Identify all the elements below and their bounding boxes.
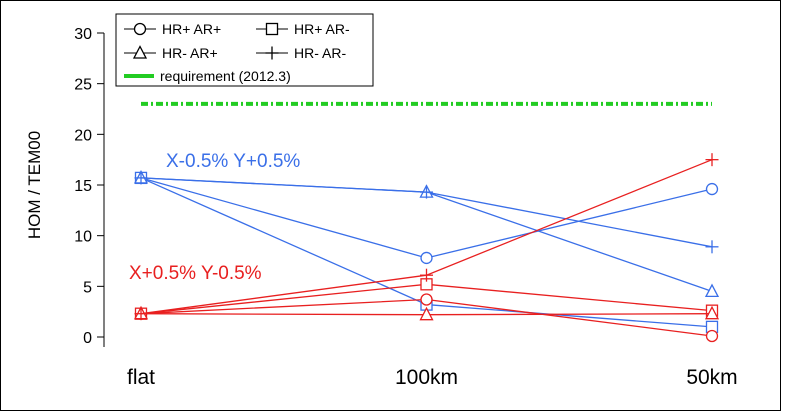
y-tick-label: 20 bbox=[74, 127, 92, 144]
data-point-g0-hr-ar-shape bbox=[421, 252, 432, 263]
data-point-g1-hr-ar bbox=[707, 330, 718, 341]
data-point-g1-hr-ar bbox=[421, 294, 432, 305]
group-annotation: X+0.5% Y-0.5% bbox=[129, 263, 262, 284]
legend-label: requirement (2012.3) bbox=[160, 68, 291, 84]
y-tick-label: 10 bbox=[74, 229, 92, 246]
legend-marker-shape bbox=[267, 24, 278, 35]
legend-label: HR- AR+ bbox=[162, 45, 218, 61]
legend-marker-shape bbox=[135, 24, 146, 35]
legend-marker bbox=[135, 24, 146, 35]
legend-label: HR+ AR+ bbox=[162, 21, 221, 37]
group-annotation: X-0.5% Y+0.5% bbox=[166, 151, 300, 172]
y-tick-label: 25 bbox=[74, 77, 92, 94]
data-point-g1-hr-ar-shape bbox=[421, 294, 432, 305]
y-tick-label: 15 bbox=[74, 178, 92, 195]
x-tick-label: 100km bbox=[395, 366, 458, 389]
data-point-g0-hr-ar bbox=[421, 252, 432, 263]
legend-label: HR- AR- bbox=[294, 45, 346, 61]
annotation-layer: X-0.5% Y+0.5% X+0.5% Y-0.5% bbox=[129, 151, 300, 284]
series-layer bbox=[135, 153, 719, 341]
legend-label: HR+ AR- bbox=[294, 21, 350, 37]
legend: HR+ AR+ HR+ AR- HR- AR+ HR- AR-requirement … bbox=[116, 14, 373, 86]
y-tick-label: 30 bbox=[74, 26, 92, 43]
x-tick-label: 50km bbox=[686, 366, 737, 389]
data-point-g0-hr-ar-shape bbox=[707, 184, 718, 195]
data-point-g1-hr-ar-shape bbox=[707, 330, 718, 341]
y-tick-label: 5 bbox=[83, 279, 92, 296]
data-point-g0-hr-ar-shape bbox=[706, 285, 718, 297]
data-point-g1-hr-ar bbox=[706, 153, 719, 166]
x-tick-label: flat bbox=[127, 366, 155, 389]
data-point-g0-hr-ar bbox=[706, 285, 718, 297]
data-point-g0-hr-ar bbox=[707, 184, 718, 195]
legend-marker bbox=[267, 24, 278, 35]
y-axis-label: HOM / TEM00 bbox=[25, 131, 44, 239]
data-point-g0-hr-ar bbox=[706, 240, 719, 253]
y-tick-label: 0 bbox=[83, 330, 92, 347]
